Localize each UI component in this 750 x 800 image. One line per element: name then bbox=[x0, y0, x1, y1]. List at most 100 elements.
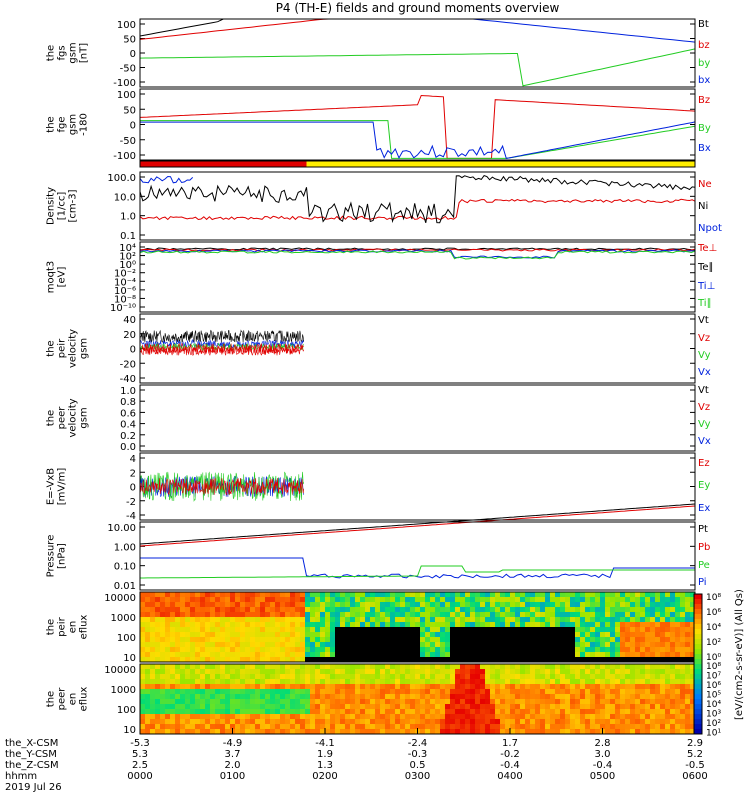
heat-cell bbox=[275, 679, 280, 684]
heat-cell bbox=[575, 652, 580, 657]
heat-cell bbox=[390, 704, 395, 709]
heat-cell bbox=[150, 617, 155, 622]
heat-cell bbox=[320, 607, 325, 612]
heat-cell bbox=[315, 674, 320, 679]
heat-cell bbox=[290, 592, 295, 597]
heat-cell bbox=[480, 704, 485, 709]
heat-cell bbox=[245, 607, 250, 612]
heat-cell bbox=[490, 657, 495, 662]
heat-cell bbox=[190, 642, 195, 647]
heat-cell bbox=[490, 622, 495, 627]
heat-cell bbox=[595, 632, 600, 637]
heat-cell bbox=[175, 632, 180, 637]
heat-cell bbox=[645, 627, 650, 632]
heat-cell bbox=[465, 617, 470, 622]
heat-cell bbox=[670, 699, 675, 704]
heat-cell bbox=[610, 612, 615, 617]
heat-cell bbox=[140, 714, 145, 719]
heat-cell bbox=[595, 709, 600, 714]
heat-cell bbox=[480, 684, 485, 689]
heat-cell bbox=[395, 657, 400, 662]
heat-cell bbox=[375, 709, 380, 714]
heat-cell bbox=[645, 694, 650, 699]
heat-cell bbox=[150, 597, 155, 602]
heat-cell bbox=[425, 657, 430, 662]
heat-cell bbox=[410, 617, 415, 622]
colorbar-frame bbox=[693, 593, 703, 735]
heat-cell bbox=[275, 704, 280, 709]
panel-ytick: 0 bbox=[130, 49, 136, 60]
heat-cell bbox=[640, 674, 645, 679]
heat-cell bbox=[455, 669, 460, 674]
heat-cell bbox=[660, 632, 665, 637]
heat-cell bbox=[610, 664, 615, 669]
heat-cell bbox=[280, 607, 285, 612]
heat-cell bbox=[265, 592, 270, 597]
heat-cell bbox=[370, 704, 375, 709]
heat-cell bbox=[300, 674, 305, 679]
heat-cell bbox=[400, 719, 405, 724]
heat-cell bbox=[600, 657, 605, 662]
heat-cell bbox=[260, 622, 265, 627]
heat-cell bbox=[175, 699, 180, 704]
heat-cell bbox=[145, 652, 150, 657]
xaxis-value: 5.3 bbox=[132, 749, 148, 760]
heat-cell bbox=[420, 684, 425, 689]
heat-cell bbox=[555, 657, 560, 662]
heat-cell bbox=[210, 627, 215, 632]
heat-cell bbox=[560, 652, 565, 657]
heat-cell bbox=[340, 592, 345, 597]
heat-cell bbox=[470, 642, 475, 647]
xaxis-value: 0.5 bbox=[410, 760, 426, 771]
panel-ylabel: eflux bbox=[79, 687, 90, 712]
heat-cell bbox=[530, 622, 535, 627]
heat-cell bbox=[660, 699, 665, 704]
heat-cell bbox=[415, 674, 420, 679]
heat-cell bbox=[620, 622, 625, 627]
heat-cell bbox=[460, 719, 465, 724]
orbit-bar-frame bbox=[139, 160, 696, 168]
heat-cell bbox=[245, 637, 250, 642]
heat-cell bbox=[255, 679, 260, 684]
heat-cell bbox=[200, 612, 205, 617]
heat-cell bbox=[560, 719, 565, 724]
heat-cell bbox=[425, 612, 430, 617]
heat-cell bbox=[350, 729, 355, 734]
heat-cell bbox=[570, 709, 575, 714]
heat-cell bbox=[295, 627, 300, 632]
heat-cell bbox=[350, 669, 355, 674]
heat-cell bbox=[645, 652, 650, 657]
panel-frame bbox=[139, 241, 696, 313]
heat-cell bbox=[330, 622, 335, 627]
heat-cell bbox=[585, 714, 590, 719]
heat-cell bbox=[485, 674, 490, 679]
heat-cell bbox=[345, 657, 350, 662]
heat-cell bbox=[170, 627, 175, 632]
heat-cell bbox=[505, 657, 510, 662]
heat-cell bbox=[645, 617, 650, 622]
heat-cell bbox=[570, 729, 575, 734]
heat-cell bbox=[600, 652, 605, 657]
xaxis-value: 0200 bbox=[312, 771, 337, 782]
heat-cell bbox=[610, 637, 615, 642]
heat-cell bbox=[565, 694, 570, 699]
heat-cell bbox=[625, 709, 630, 714]
heat-cell bbox=[560, 724, 565, 729]
xaxis-row-label: the_X-CSM bbox=[5, 738, 58, 749]
heat-cell bbox=[175, 664, 180, 669]
heat-cell bbox=[305, 632, 310, 637]
heat-cell bbox=[365, 597, 370, 602]
heat-cell bbox=[375, 632, 380, 637]
heat-cell bbox=[655, 709, 660, 714]
heat-cell bbox=[575, 724, 580, 729]
heat-cell bbox=[410, 637, 415, 642]
colorbar-tick: 10⁵ bbox=[706, 691, 721, 701]
heat-cell bbox=[655, 592, 660, 597]
heat-cell bbox=[470, 602, 475, 607]
heat-cell bbox=[510, 652, 515, 657]
heat-cell bbox=[200, 669, 205, 674]
heat-cell bbox=[650, 632, 655, 637]
heat-cell bbox=[445, 689, 450, 694]
heat-cell bbox=[165, 674, 170, 679]
heat-cell bbox=[680, 592, 685, 597]
